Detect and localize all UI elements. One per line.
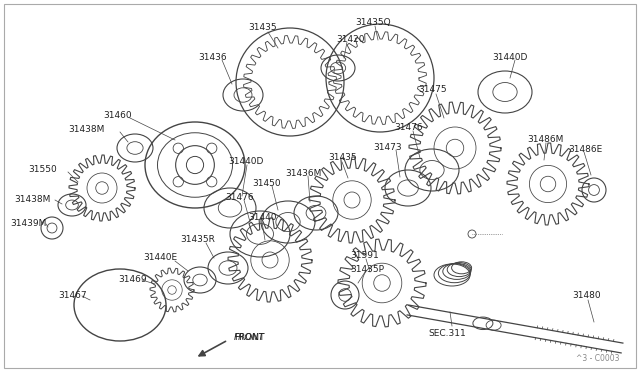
Text: SEC.311: SEC.311 xyxy=(428,330,466,339)
Text: 31435P: 31435P xyxy=(350,266,384,275)
Text: FRONT: FRONT xyxy=(234,333,264,341)
Text: 31438M: 31438M xyxy=(14,196,51,205)
Text: 31469: 31469 xyxy=(118,276,147,285)
Text: 31440D: 31440D xyxy=(228,157,264,167)
Text: 31486M: 31486M xyxy=(527,135,563,144)
Text: 31435Q: 31435Q xyxy=(355,17,390,26)
Text: 31450: 31450 xyxy=(252,179,280,187)
Text: 31475: 31475 xyxy=(418,86,447,94)
Text: 31436M: 31436M xyxy=(285,169,321,177)
Text: 31460: 31460 xyxy=(103,110,132,119)
Text: 31476: 31476 xyxy=(225,193,253,202)
Text: ^3 - C0003: ^3 - C0003 xyxy=(577,354,620,363)
Text: FRONT: FRONT xyxy=(234,333,265,341)
Text: 31591: 31591 xyxy=(350,251,379,260)
Text: 31476: 31476 xyxy=(394,124,422,132)
Text: 31440: 31440 xyxy=(248,214,276,222)
Text: 31440E: 31440E xyxy=(143,253,177,263)
Text: 31486E: 31486E xyxy=(568,145,602,154)
Text: 31435: 31435 xyxy=(328,154,356,163)
Text: 31420: 31420 xyxy=(336,35,365,45)
Text: 31435: 31435 xyxy=(248,23,276,32)
Text: 31550: 31550 xyxy=(28,166,57,174)
Text: 31480: 31480 xyxy=(572,292,600,301)
Text: 31438M: 31438M xyxy=(68,125,104,135)
Text: 31435R: 31435R xyxy=(180,235,215,244)
Text: 31467: 31467 xyxy=(58,291,86,299)
Text: 31436: 31436 xyxy=(198,52,227,61)
Text: 31440D: 31440D xyxy=(492,52,527,61)
Text: 31473: 31473 xyxy=(373,144,402,153)
Text: 31439M: 31439M xyxy=(10,219,46,228)
